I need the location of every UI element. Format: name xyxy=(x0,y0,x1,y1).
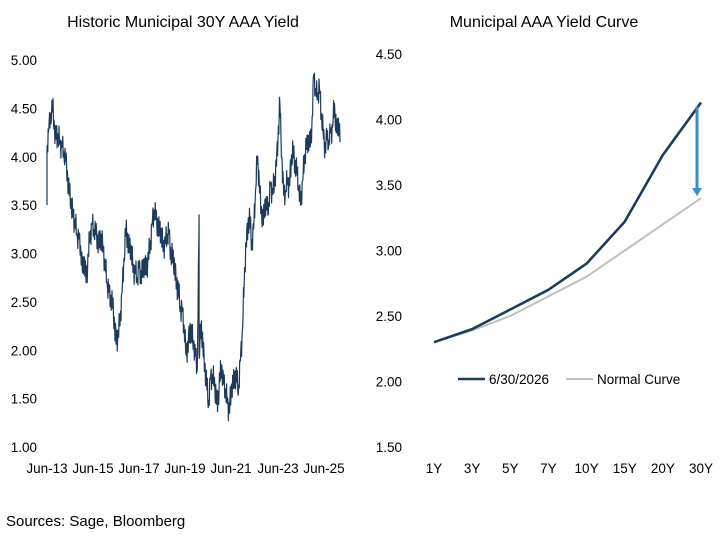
right-x-tick-label: 15Y xyxy=(613,461,637,476)
legend-label-current: 6/30/2026 xyxy=(489,372,549,387)
left-y-tick-label: 4.50 xyxy=(11,101,37,116)
left-x-tick-label: Jun-25 xyxy=(303,461,344,476)
left-y-tick-label: 3.00 xyxy=(11,247,37,262)
left-x-tick-label: Jun-19 xyxy=(164,461,205,476)
right-y-tick-label: 3.00 xyxy=(376,244,402,259)
right-x-tick-label: 7Y xyxy=(540,461,557,476)
left-x-tick-label: Jun-21 xyxy=(210,461,251,476)
right-y-axis: 1.50 2.00 2.50 3.00 3.50 4.00 4.50 xyxy=(376,47,402,455)
right-y-tick-label: 1.50 xyxy=(376,440,402,455)
left-chart-title: Historic Municipal 30Y AAA Yield xyxy=(67,14,299,31)
right-x-tick-label: 5Y xyxy=(502,461,519,476)
left-y-tick-label: 1.50 xyxy=(11,392,37,407)
right-y-tick-label: 4.50 xyxy=(376,47,402,62)
right-chart-title: Municipal AAA Yield Curve xyxy=(450,14,639,31)
source-note: Sources: Sage, Bloomberg xyxy=(6,513,186,530)
right-y-tick-label: 4.00 xyxy=(376,113,402,128)
yield-curve-chart: Municipal AAA Yield Curve 1.50 2.00 2.50 3.… xyxy=(376,14,713,476)
left-x-tick-label: Jun-17 xyxy=(118,461,159,476)
right-x-axis: 1Y 3Y 5Y 7Y 10Y 15Y 20Y 30Y xyxy=(426,461,713,476)
right-x-tick-label: 30Y xyxy=(689,461,713,476)
left-x-tick-label: Jun-13 xyxy=(26,461,67,476)
left-x-axis: Jun-13 Jun-15 Jun-17 Jun-19 Jun-21 Jun-23 Jun-… xyxy=(26,461,344,476)
historic-yield-chart: Historic Municipal 30Y AAA Yield 1.00 1.5… xyxy=(11,14,345,476)
right-x-tick-label: 10Y xyxy=(575,461,599,476)
left-x-tick-label: Jun-15 xyxy=(72,461,113,476)
left-y-tick-label: 1.00 xyxy=(11,440,37,455)
right-y-tick-label: 2.50 xyxy=(376,309,402,324)
left-y-tick-label: 2.00 xyxy=(11,343,37,358)
right-y-tick-label: 2.00 xyxy=(376,375,402,390)
historic-yield-line xyxy=(46,72,341,422)
right-y-tick-label: 3.50 xyxy=(376,178,402,193)
legend: 6/30/2026 Normal Curve xyxy=(458,372,680,387)
right-x-tick-label: 3Y xyxy=(464,461,481,476)
left-y-tick-label: 3.50 xyxy=(11,198,37,213)
legend-label-normal: Normal Curve xyxy=(597,372,680,387)
left-y-tick-label: 5.00 xyxy=(11,53,37,68)
right-x-tick-label: 1Y xyxy=(426,461,443,476)
left-y-tick-label: 4.00 xyxy=(11,150,37,165)
spread-arrow xyxy=(692,106,702,197)
current-curve-line xyxy=(433,101,703,344)
right-x-tick-label: 20Y xyxy=(651,461,675,476)
left-x-tick-label: Jun-23 xyxy=(257,461,298,476)
normal-curve-line xyxy=(433,197,702,344)
spread-arrow-head xyxy=(692,188,702,197)
left-y-axis: 1.00 1.50 2.00 2.50 3.00 3.50 4.00 4.50 5.00 xyxy=(11,53,37,455)
left-y-tick-label: 2.50 xyxy=(11,295,37,310)
